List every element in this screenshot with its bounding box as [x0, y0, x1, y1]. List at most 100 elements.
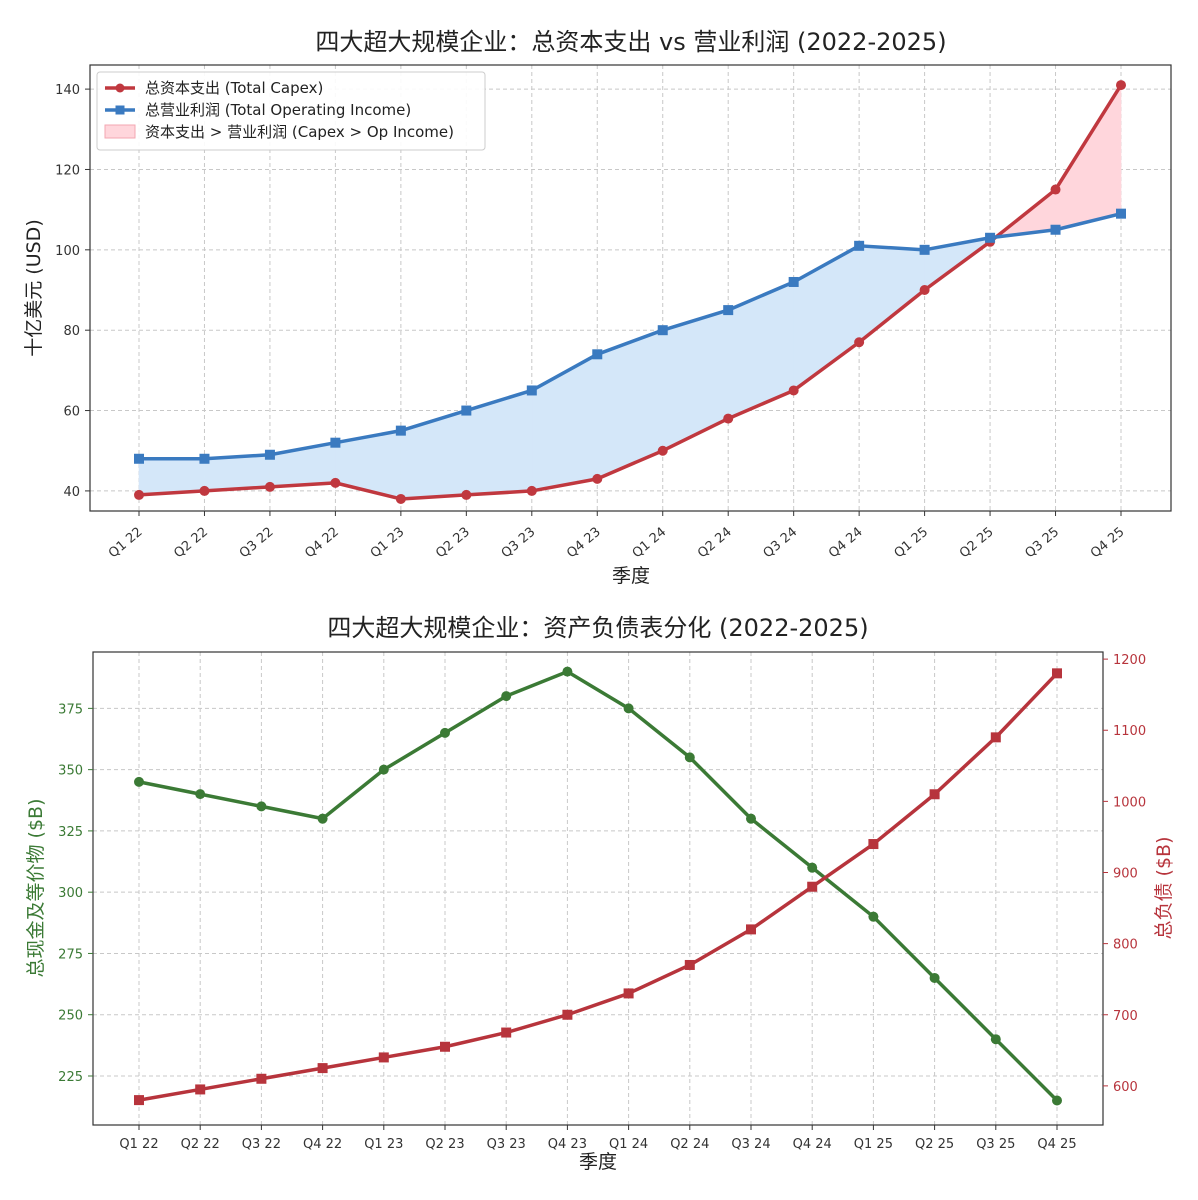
right-tick-label: 600	[1113, 1080, 1138, 1095]
fill-region	[204, 454, 271, 492]
x-tick-label: Q1 25	[892, 525, 932, 562]
right-tick-label: 800	[1113, 938, 1138, 953]
capex-point	[1050, 184, 1061, 195]
cash-point	[684, 752, 695, 763]
x-tick-label: Q2 24	[695, 525, 735, 562]
cash-point	[746, 813, 756, 824]
legend-label: 总资本支出 (Total Capex)	[145, 79, 323, 97]
x-tick-label: Q3 23	[487, 1137, 526, 1152]
cash-point	[256, 801, 267, 812]
capex-point	[199, 485, 210, 496]
x-tick-label: Q4 24	[826, 525, 866, 562]
plot-frame	[89, 64, 1172, 512]
y-tick-label: 120	[55, 163, 80, 178]
legend-marker	[115, 105, 125, 115]
legend-label: 总营业利润 (Total Operating Income)	[145, 101, 411, 119]
legend-box	[96, 71, 486, 151]
x-tick-label: Q1 25	[854, 1137, 893, 1152]
legend-marker	[115, 83, 125, 93]
debt-point	[562, 1009, 573, 1020]
x-axis-label: 季度	[579, 1151, 617, 1173]
income-point	[788, 276, 799, 287]
income-point	[1116, 208, 1126, 219]
debt-point	[990, 732, 1001, 743]
capex-point	[723, 413, 734, 424]
right-tick-label: 1000	[1113, 795, 1146, 810]
x-tick-label: Q2 23	[433, 525, 473, 562]
x-tick-label: Q1 22	[119, 1137, 158, 1152]
fill-region	[858, 245, 925, 343]
capex-point	[395, 493, 406, 504]
legend-swatch	[104, 124, 136, 139]
x-tick-label: Q3 22	[237, 525, 277, 562]
left-tick-label: 375	[58, 702, 83, 717]
y-tick-label: 140	[55, 83, 80, 98]
capex-point	[264, 481, 275, 492]
x-tick-label: Q3 25	[976, 1137, 1015, 1152]
income-point	[657, 325, 668, 336]
x-tick-label: Q4 24	[793, 1137, 832, 1152]
y-tick-label: 80	[63, 324, 80, 339]
income-point	[330, 437, 341, 448]
x-tick-label: Q1 24	[630, 525, 670, 562]
capex-point	[330, 477, 341, 488]
x-tick-label: Q2 22	[181, 1137, 220, 1152]
right-tick-label: 900	[1113, 866, 1138, 881]
debt-point	[684, 959, 695, 970]
debt-point	[929, 789, 940, 800]
left-tick-label: 350	[58, 764, 83, 779]
income-point	[199, 453, 210, 464]
left-tick-label: 325	[58, 825, 83, 840]
debt-point	[868, 839, 879, 850]
debt-point	[807, 881, 818, 892]
x-tick-label: Q2 23	[425, 1137, 464, 1152]
debt-point	[256, 1073, 267, 1084]
x-tick-label: Q3 23	[499, 525, 539, 562]
income-point	[1050, 224, 1061, 235]
cash-point	[134, 776, 144, 787]
income-point	[461, 405, 472, 416]
capex-vs-income-chart: 四大超大规模企业：总资本支出 vs 营业利润 (2022-2025) 40 60 80…	[23, 28, 1172, 587]
right-tick-label: 700	[1113, 1009, 1138, 1024]
debt-point	[440, 1041, 450, 1052]
cash-line	[138, 669, 1059, 1102]
x-tick-label: Q4 25	[1037, 1137, 1076, 1152]
capex-point	[526, 485, 537, 496]
income-point	[919, 244, 930, 255]
x-tick-label: Q2 25	[957, 525, 997, 562]
cash-point	[990, 1034, 1001, 1045]
right-tick-label: 1100	[1113, 724, 1146, 739]
debt-line	[138, 672, 1059, 1102]
y-axis-label: 十亿美元 (USD)	[23, 219, 45, 356]
left-y-axis-label: 总现金及等价物 ($B)	[25, 799, 47, 978]
debt-point	[746, 924, 756, 935]
cash-point	[195, 789, 206, 800]
cash-point	[1052, 1095, 1062, 1106]
x-tick-label: Q4 23	[548, 1137, 587, 1152]
x-tick-label: Q3 24	[731, 1137, 770, 1152]
capex-point	[788, 385, 799, 396]
left-tick-label: 300	[58, 886, 83, 901]
right-y-axis-label: 总负债 ($B)	[1153, 837, 1175, 940]
y-tick-label: 40	[63, 485, 80, 500]
y-tick-label: 100	[55, 244, 80, 259]
income-point	[723, 305, 734, 316]
fill-region	[793, 245, 860, 392]
x-tick-label: Q1 23	[368, 525, 408, 562]
capex-point	[1116, 80, 1126, 91]
y-tick-label: 60	[63, 405, 80, 420]
cash-point	[317, 813, 328, 824]
income-point	[395, 425, 406, 436]
debt-point	[501, 1027, 512, 1038]
capex-point	[657, 445, 668, 456]
capex-point	[592, 473, 603, 484]
fill-region	[1055, 84, 1122, 231]
capex-point	[854, 337, 865, 348]
cash-point	[929, 972, 940, 983]
x-tick-label: Q4 23	[564, 525, 604, 562]
debt-point	[134, 1095, 144, 1106]
left-tick-label: 225	[58, 1070, 83, 1085]
x-tick-label: Q2 25	[915, 1137, 954, 1152]
cash-point	[378, 764, 389, 775]
